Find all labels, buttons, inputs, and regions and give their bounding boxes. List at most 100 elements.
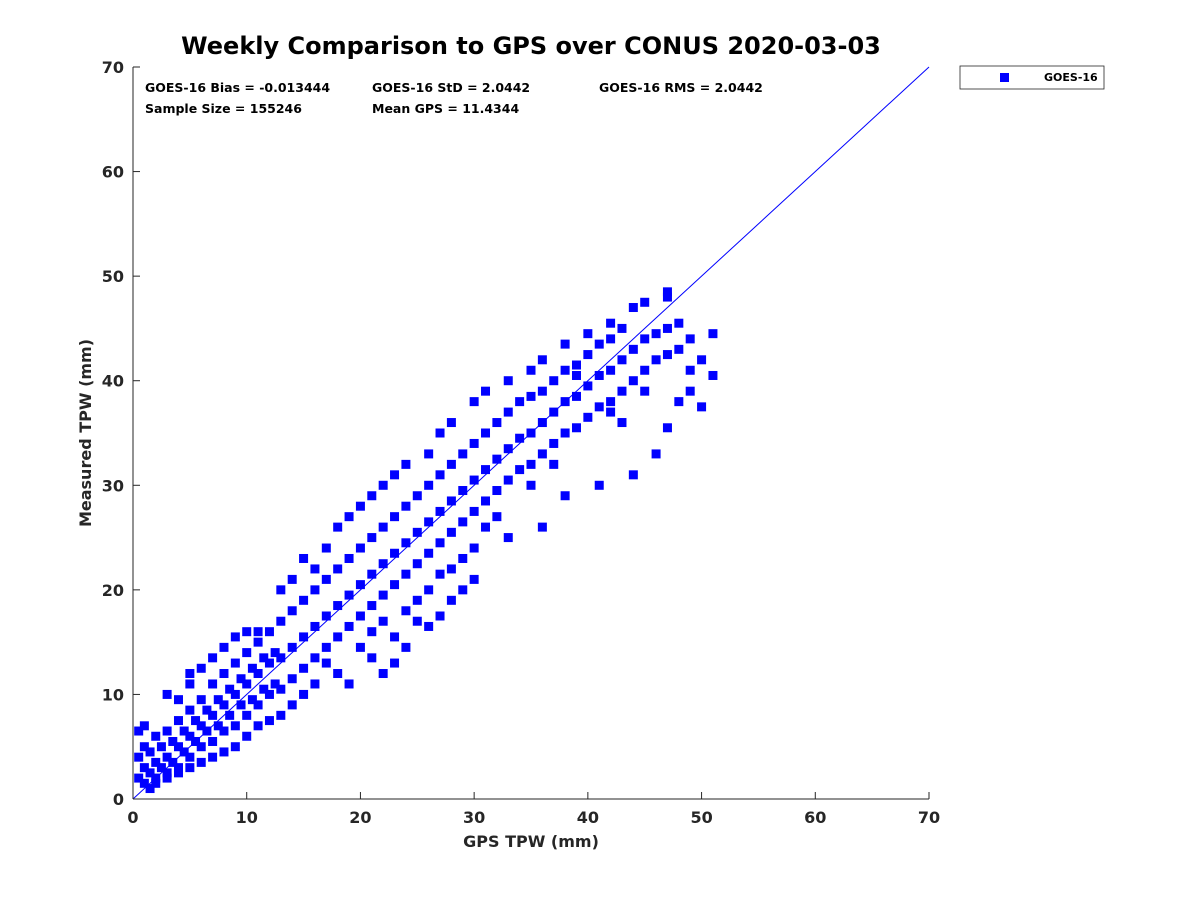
data-point: [651, 355, 661, 365]
data-point: [367, 601, 377, 611]
data-point: [213, 721, 223, 731]
data-point: [446, 496, 456, 506]
data-point: [185, 669, 195, 679]
data-point: [560, 428, 570, 438]
data-point: [412, 559, 422, 569]
data-point: [435, 569, 445, 579]
data-point: [185, 763, 195, 773]
data-point: [446, 595, 456, 605]
data-point: [355, 642, 365, 652]
data-point: [173, 768, 183, 778]
data-point: [617, 418, 627, 428]
y-tick-label: 50: [102, 267, 124, 286]
data-point: [549, 459, 559, 469]
data-point: [367, 627, 377, 637]
data-point: [571, 391, 581, 401]
data-point: [469, 397, 479, 407]
stat-std: GOES-16 StD = 2.0442: [372, 80, 530, 95]
data-point: [526, 459, 536, 469]
data-point: [662, 323, 672, 333]
data-point: [390, 580, 400, 590]
data-point: [344, 679, 354, 689]
data-point: [253, 627, 263, 637]
x-tick-label: 40: [577, 808, 599, 827]
data-point: [333, 564, 343, 574]
data-point: [390, 658, 400, 668]
data-point: [208, 653, 218, 663]
data-point: [606, 334, 616, 344]
data-point: [662, 350, 672, 360]
data-point: [208, 736, 218, 746]
data-point: [685, 334, 695, 344]
data-point: [196, 757, 206, 767]
data-point: [412, 491, 422, 501]
data-point: [628, 303, 638, 313]
x-tick-label: 10: [236, 808, 258, 827]
data-point: [333, 632, 343, 642]
data-point: [185, 679, 195, 689]
data-point: [424, 585, 434, 595]
data-point: [321, 543, 331, 553]
data-point: [606, 397, 616, 407]
data-point: [321, 574, 331, 584]
data-point: [583, 329, 593, 339]
data-point: [583, 412, 593, 422]
data-point: [640, 297, 650, 307]
data-point: [424, 517, 434, 527]
data-point: [173, 695, 183, 705]
data-point: [287, 674, 297, 684]
data-point: [378, 559, 388, 569]
data-point: [219, 726, 229, 736]
data-point: [151, 731, 161, 741]
data-point: [230, 721, 240, 731]
data-point: [202, 705, 212, 715]
data-point: [697, 402, 707, 412]
data-point: [276, 684, 286, 694]
data-point: [435, 428, 445, 438]
legend-marker: [1000, 73, 1009, 82]
data-point: [515, 397, 525, 407]
data-point: [355, 580, 365, 590]
data-point: [253, 637, 263, 647]
data-point: [242, 627, 252, 637]
data-point: [583, 350, 593, 360]
data-point: [560, 339, 570, 349]
data-point: [173, 742, 183, 752]
data-point: [481, 465, 491, 475]
data-point: [503, 407, 513, 417]
y-tick-label: 40: [102, 372, 124, 391]
stat-mean-gps: Mean GPS = 11.4344: [372, 101, 519, 116]
data-point: [173, 716, 183, 726]
data-point: [276, 616, 286, 626]
data-point: [242, 731, 252, 741]
data-point: [208, 752, 218, 762]
data-point: [242, 710, 252, 720]
data-point: [378, 590, 388, 600]
data-point: [503, 533, 513, 543]
data-point: [401, 569, 411, 579]
data-point: [458, 449, 468, 459]
data-point: [549, 438, 559, 448]
data-point: [310, 679, 320, 689]
legend-label: GOES-16: [1044, 71, 1098, 84]
data-point: [401, 459, 411, 469]
data-point: [526, 365, 536, 375]
data-point: [321, 611, 331, 621]
data-point: [549, 376, 559, 386]
data-point: [344, 553, 354, 563]
data-point: [219, 669, 229, 679]
stat-bias: GOES-16 Bias = -0.013444: [145, 80, 330, 95]
data-point: [276, 710, 286, 720]
y-tick-label: 10: [102, 685, 124, 704]
data-point: [537, 355, 547, 365]
data-point: [287, 642, 297, 652]
data-point: [253, 669, 263, 679]
data-point: [276, 653, 286, 663]
data-point: [606, 318, 616, 328]
data-point: [134, 773, 144, 783]
data-point: [617, 386, 627, 396]
data-point: [594, 339, 604, 349]
data-point: [526, 480, 536, 490]
data-point: [208, 710, 218, 720]
data-point: [708, 370, 718, 380]
